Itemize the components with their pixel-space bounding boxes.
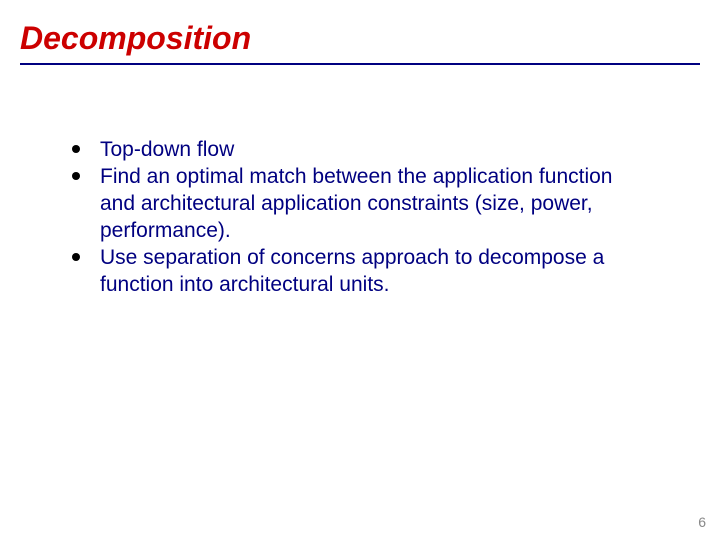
bullet-dot-icon <box>72 145 80 153</box>
bullet-item: Use separation of concerns approach to d… <box>72 244 632 298</box>
bullet-item: Find an optimal match between the applic… <box>72 163 632 244</box>
bullet-dot-icon <box>72 253 80 261</box>
title-underline <box>20 63 700 65</box>
bullet-list: Top-down flowFind an optimal match betwe… <box>72 136 632 298</box>
bullet-text: Top-down flow <box>100 136 234 163</box>
slide-title: Decomposition <box>20 20 700 57</box>
bullet-text: Use separation of concerns approach to d… <box>100 244 632 298</box>
title-block: Decomposition <box>20 20 700 65</box>
page-number: 6 <box>698 514 706 530</box>
bullet-text: Find an optimal match between the applic… <box>100 163 632 244</box>
bullet-dot-icon <box>72 172 80 180</box>
bullet-item: Top-down flow <box>72 136 632 163</box>
